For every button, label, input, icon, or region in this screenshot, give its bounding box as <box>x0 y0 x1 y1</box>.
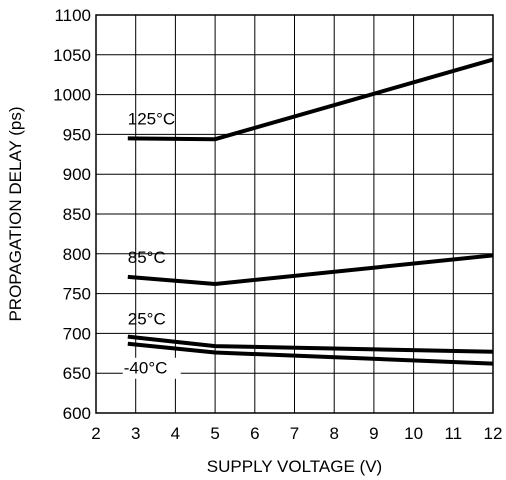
series-lines <box>127 57 494 366</box>
series-labels: 125°C 85°C 25°C -40°C <box>122 109 181 379</box>
x-tick-label: 6 <box>250 424 259 443</box>
x-axis-title: SUPPLY VOLTAGE (V) <box>207 457 382 476</box>
y-tick-label: 950 <box>63 125 91 144</box>
plot-frame <box>95 14 494 414</box>
y-tick-label: 1050 <box>53 46 91 65</box>
series-label-background <box>122 357 181 379</box>
y-tick-label: 1100 <box>54 6 91 25</box>
y-tick-label: 600 <box>63 404 91 423</box>
x-tick-label: 9 <box>369 424 378 443</box>
x-tick-label: 8 <box>329 424 338 443</box>
x-tick-label: 7 <box>290 424 299 443</box>
series-line <box>127 57 494 142</box>
series-label: -40°C <box>124 359 168 378</box>
x-tick-label: 5 <box>210 424 219 443</box>
y-tick-label: 750 <box>63 285 91 304</box>
x-tick-label: 2 <box>91 424 100 443</box>
y-tick-label: 1000 <box>53 86 91 105</box>
x-tick-label: 12 <box>484 424 503 443</box>
x-tick-label: 3 <box>131 424 140 443</box>
y-tick-label: 850 <box>63 205 91 224</box>
x-tick-label: 10 <box>404 424 423 443</box>
y-tick-label: 650 <box>63 364 91 383</box>
y-tick-label: 800 <box>63 245 91 264</box>
x-tick-label: 11 <box>444 424 462 443</box>
series-line <box>127 334 494 354</box>
series-label: 125°C <box>128 109 175 128</box>
y-tick-label: 900 <box>63 165 91 184</box>
series-line <box>127 253 494 286</box>
x-tick-label: 4 <box>171 424 180 443</box>
y-axis-title: PROPAGATION DELAY (ps) <box>6 106 25 321</box>
y-tick-label: 700 <box>63 324 91 343</box>
series-line <box>127 341 494 366</box>
series-label: 25°C <box>128 310 166 329</box>
tick-labels: 2 3 4 5 6 7 8 9 10 11 12 600 650 700 750 800 850 900 950 10… <box>53 6 502 443</box>
series-label: 85°C <box>128 248 166 267</box>
